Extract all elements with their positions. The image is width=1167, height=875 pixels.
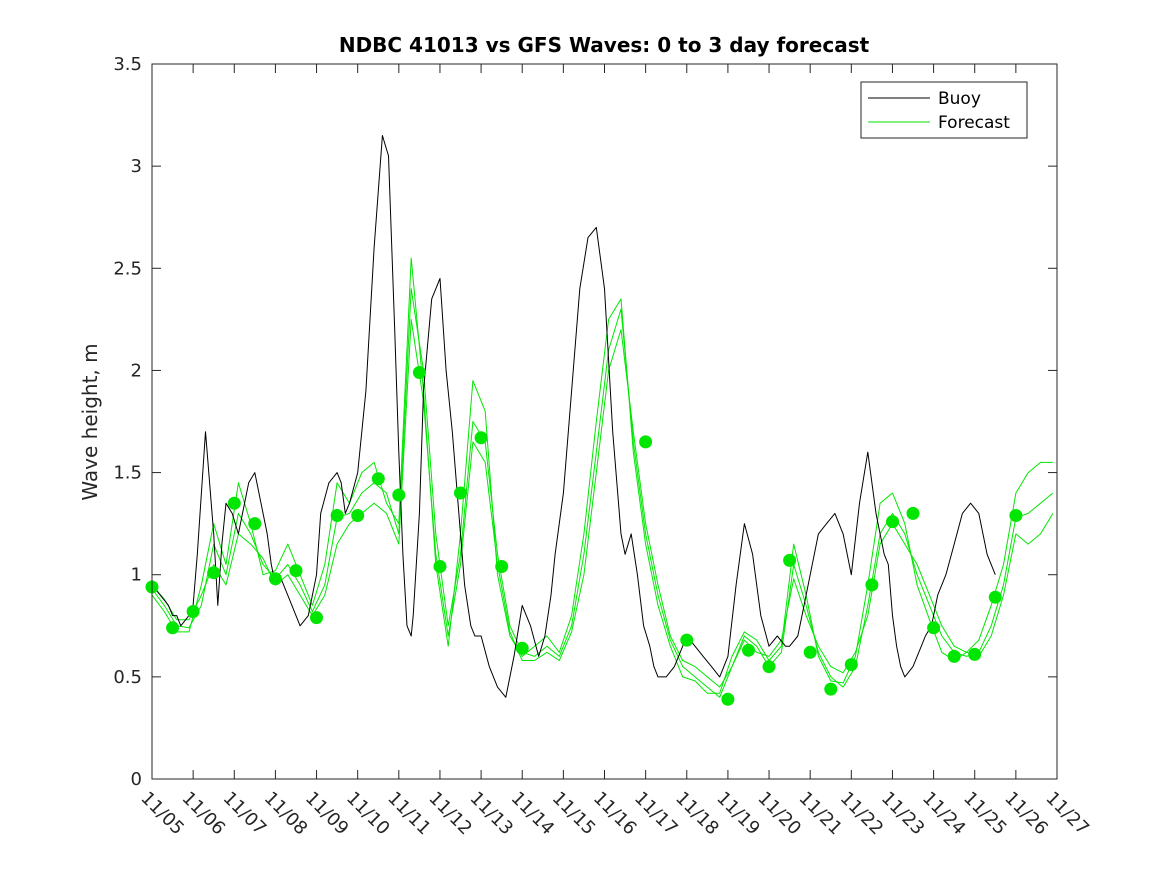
forecast-marker-point: [639, 435, 653, 449]
forecast-marker-point: [186, 605, 200, 618]
forecast-marker-point: [762, 660, 776, 674]
forecast-marker-point: [968, 647, 982, 661]
forecast-marker-point: [865, 578, 879, 592]
forecast-marker-point: [721, 692, 735, 706]
forecast-marker-point: [289, 564, 303, 578]
y-axis: 0 0.5 1 1.5 2 2.5 3 3.5: [113, 54, 1057, 790]
forecast-marker-point: [783, 553, 797, 567]
forecast-marker-point: [947, 649, 961, 663]
forecast-marker-point: [310, 611, 323, 625]
forecast-marker-point: [1009, 509, 1023, 522]
marker-layer: [145, 366, 1023, 706]
legend-label-buoy: Buoy: [938, 89, 981, 109]
forecast-marker-point: [495, 560, 509, 573]
forecast-marker-point: [742, 643, 755, 657]
forecast-series-line: [151, 257, 1053, 694]
forecast-marker-point: [824, 682, 838, 696]
chart-title: NDBC 41013 vs GFS Waves: 0 to 3 day fore…: [339, 33, 870, 57]
y-tick-label: 1: [131, 565, 142, 586]
y-tick-label: 3.5: [113, 54, 142, 75]
plot-area: [152, 64, 1057, 779]
forecast-series-line: [151, 318, 1054, 688]
forecast-marker-point: [803, 645, 817, 659]
buoy-series-line: [151, 135, 996, 698]
forecast-marker-point: [927, 621, 941, 635]
forecast-marker-point: [515, 641, 529, 655]
y-axis-title: Wave height, m: [78, 343, 102, 500]
y-tick-label: 2: [131, 360, 142, 381]
forecast-marker-point: [330, 509, 344, 522]
forecast-marker-point: [454, 486, 467, 500]
y-tick-label: 0.5: [113, 667, 142, 688]
y-tick-label: 3: [131, 156, 142, 177]
forecast-marker-point: [886, 515, 899, 529]
legend: Buoy Forecast: [860, 81, 1028, 139]
series-layer: [151, 135, 1054, 698]
forecast-marker-point: [433, 560, 447, 573]
forecast-series-line: [151, 288, 1054, 698]
forecast-marker-point: [392, 488, 406, 502]
forecast-marker-point: [248, 517, 262, 531]
forecast-marker-point: [844, 658, 858, 672]
forecast-marker-point: [906, 506, 920, 520]
legend-box: [860, 81, 1028, 139]
forecast-marker-point: [412, 366, 426, 379]
forecast-marker-point: [227, 496, 241, 510]
forecast-marker-point: [371, 472, 385, 486]
forecast-marker-point: [207, 566, 221, 580]
y-tick-label: 2.5: [113, 258, 142, 279]
forecast-marker-point: [680, 633, 694, 647]
forecast-marker-point: [166, 621, 180, 635]
y-tick-label: 1.5: [113, 463, 142, 484]
forecast-marker-point: [351, 509, 365, 522]
forecast-marker-point: [988, 590, 1002, 604]
y-tick-label: 0: [131, 769, 142, 790]
legend-label-forecast: Forecast: [938, 113, 1010, 133]
forecast-marker-point: [474, 431, 488, 445]
forecast-marker-point: [268, 572, 282, 586]
